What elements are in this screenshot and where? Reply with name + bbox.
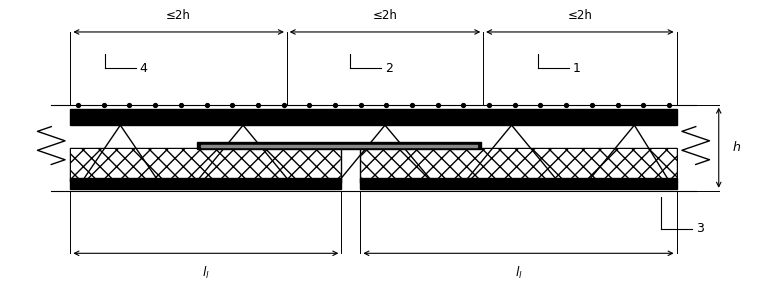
Text: ≤2h: ≤2h (373, 9, 397, 22)
Bar (70, 109, 677, 125)
Bar (197, 142, 481, 149)
Bar (70, 148, 677, 182)
Bar (360, 178, 677, 189)
Bar (70, 148, 677, 182)
Text: 1: 1 (573, 62, 581, 75)
Text: 3: 3 (696, 222, 704, 235)
Text: $l_l$: $l_l$ (202, 265, 209, 281)
Bar (70, 178, 341, 189)
Bar (201, 145, 477, 147)
Text: h: h (732, 141, 741, 154)
Text: $l_l$: $l_l$ (514, 265, 522, 281)
Text: ≤2h: ≤2h (567, 9, 592, 22)
Bar (341, 144, 360, 185)
Text: 2: 2 (385, 62, 393, 75)
Text: ≤2h: ≤2h (166, 9, 191, 22)
Text: 4: 4 (139, 62, 147, 75)
